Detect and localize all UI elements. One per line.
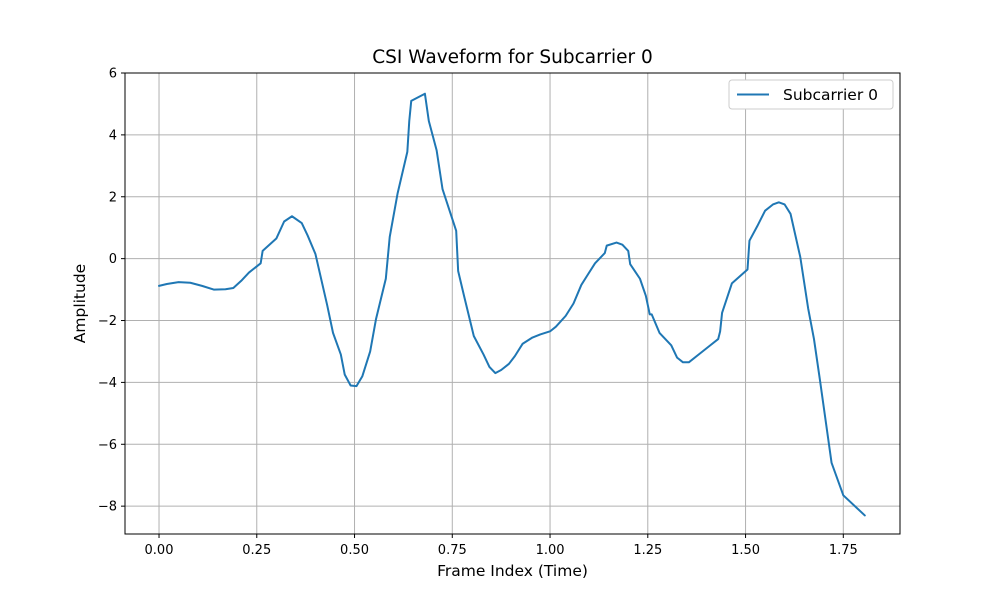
x-tick-label: 0.75 [438,543,467,558]
chart-title: CSI Waveform for Subcarrier 0 [372,47,653,68]
y-tick-label: 4 [109,128,117,143]
x-tick-label: 1.75 [829,543,858,558]
y-tick-label: −4 [98,376,117,391]
y-tick-label: −2 [98,314,117,329]
x-tick-label: 0.50 [340,543,369,558]
y-tick-label: 2 [109,190,117,205]
x-tick-label: 1.00 [536,543,565,558]
legend: Subcarrier 0 [728,79,894,110]
legend-box [728,79,894,110]
plot-frame [124,72,901,535]
series-layer [158,92,866,517]
x-tick-label: 1.50 [731,543,760,558]
y-tick-label: 6 [109,67,117,82]
grid-layer [125,72,900,534]
x-tick-label: 1.25 [633,543,662,558]
y-tick-label: −6 [98,438,117,453]
x-axis-title: Frame Index (Time) [437,562,588,580]
y-tick-label: 0 [109,252,117,267]
x-tick-label: 0.25 [242,543,271,558]
y-tick-label: −8 [98,500,117,515]
series-line-subcarrier-0 [158,92,866,517]
legend-label-subcarrier-0: Subcarrier 0 [783,86,878,104]
x-tick-label: 0.00 [145,543,174,558]
ticks-layer: 0.00 0.25 0.50 0.75 1.00 1.25 1.50 1.75 −8 −6 −4 −2… [98,67,858,559]
y-axis-title: Amplitude [71,264,89,343]
